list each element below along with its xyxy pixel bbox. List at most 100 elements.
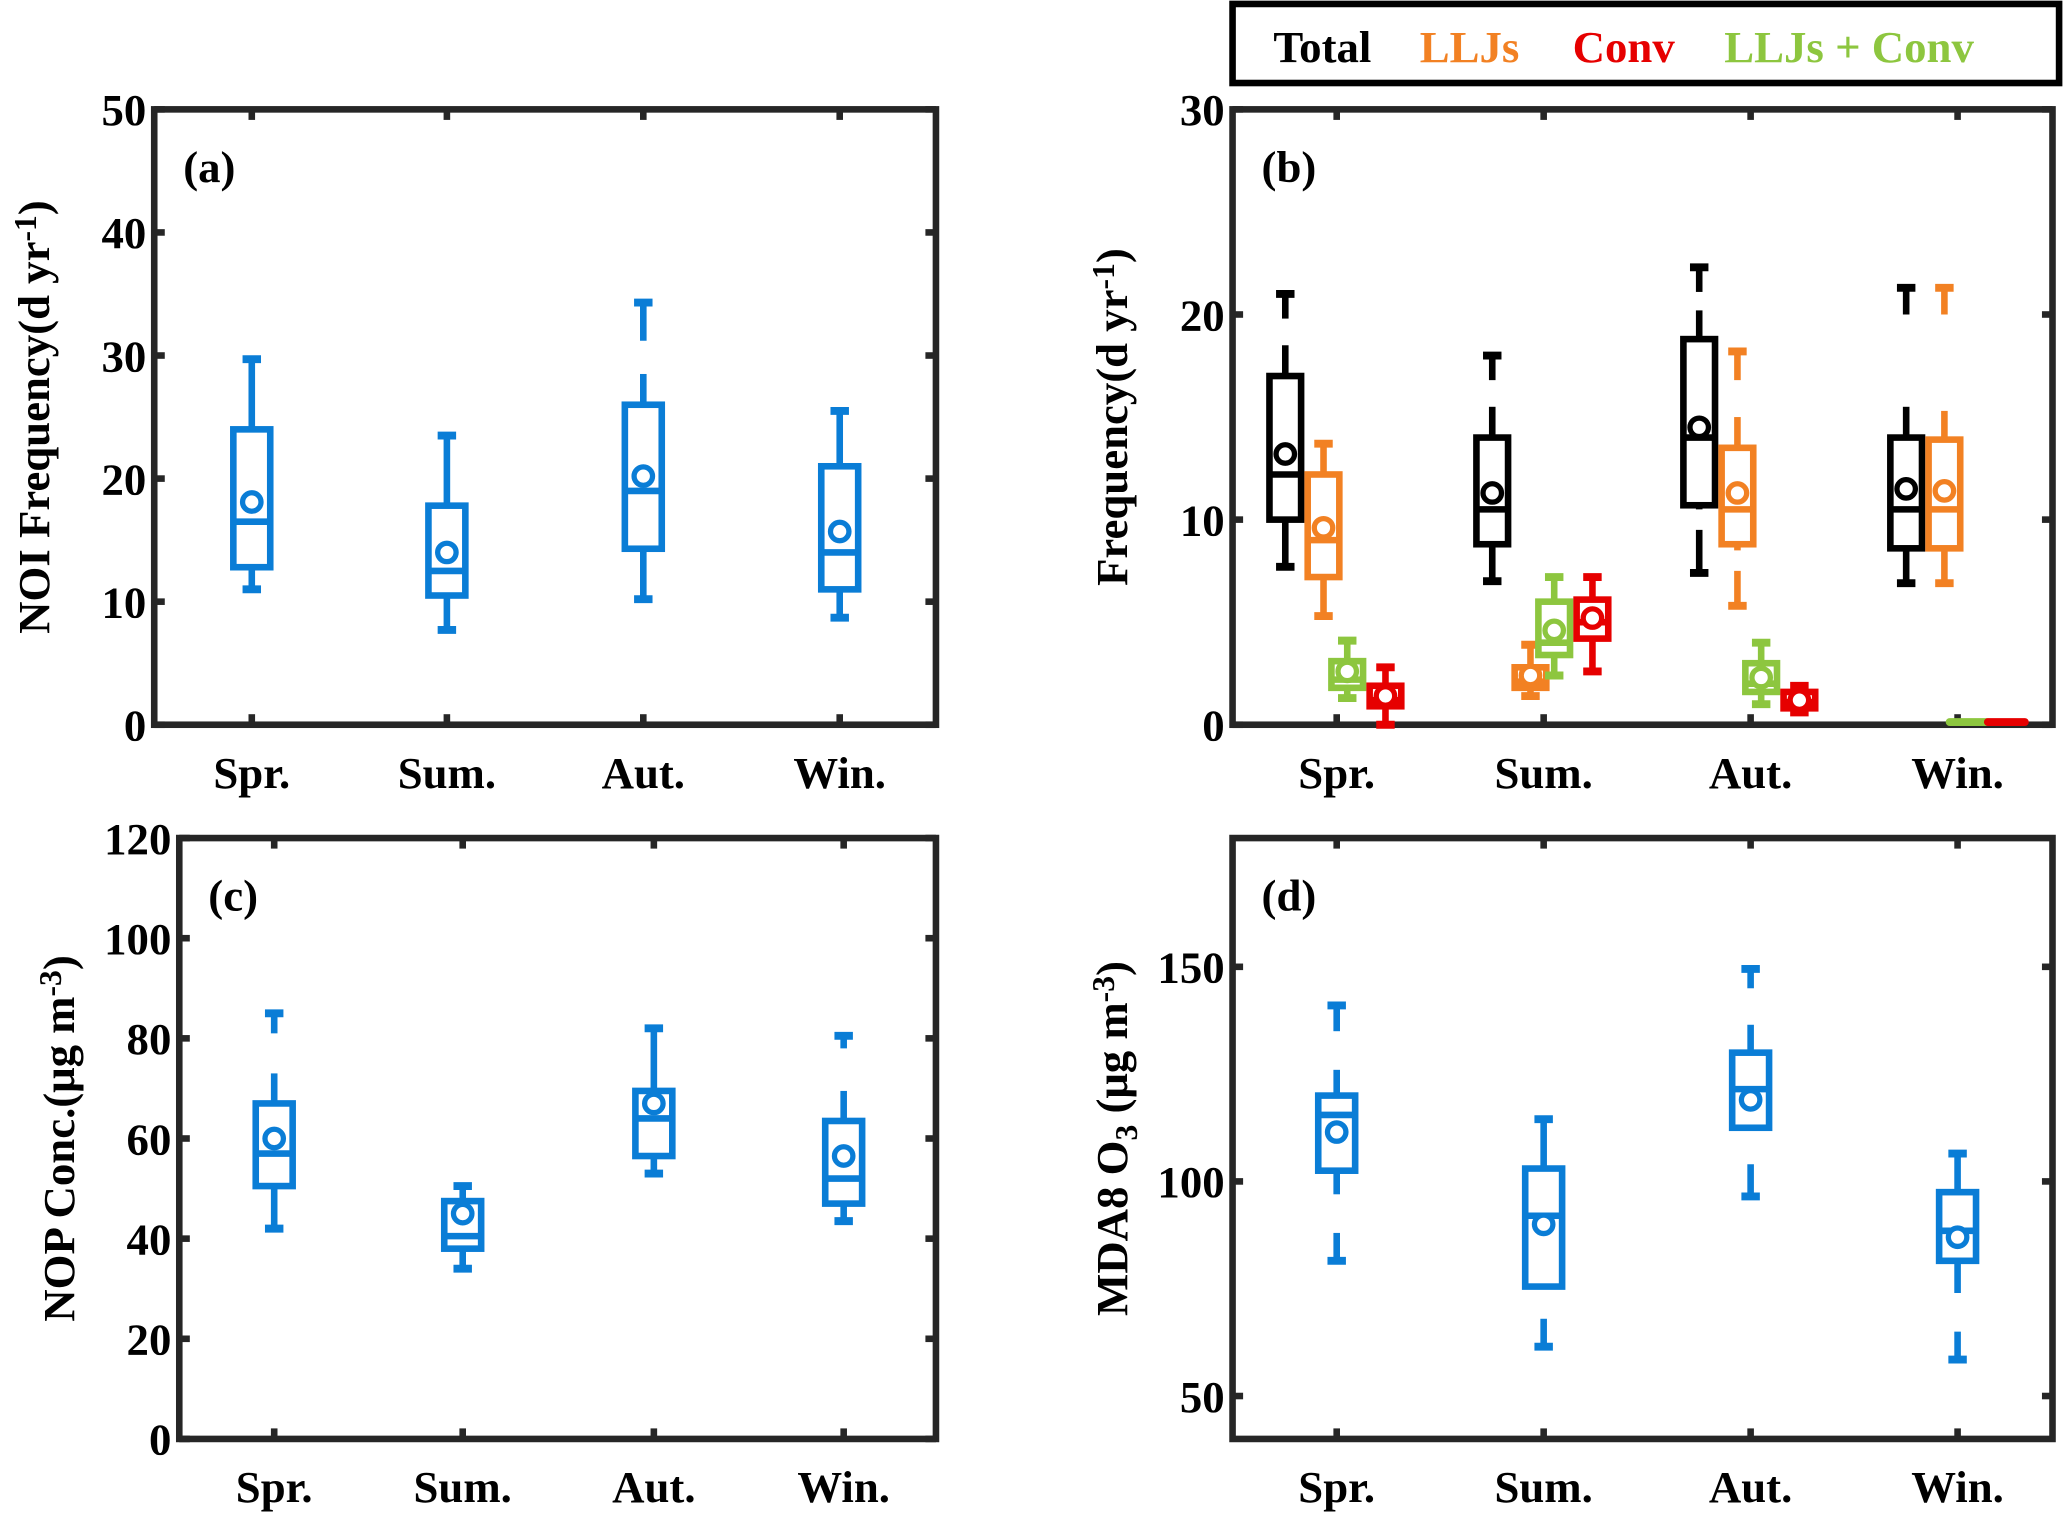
- box-noi-spr: [230, 355, 274, 594]
- mean-marker: [435, 540, 459, 565]
- y-axis-label-part: NOP Conc.(μg m: [34, 997, 84, 1322]
- x-tick-label: Spr.: [1298, 748, 1375, 798]
- box-mda8-o3-aut: [1728, 965, 1773, 1201]
- panel-c: 0 20 40 60 80 100 120 Spr. Sum. Aut. Win. (c) NOP Co…: [33, 814, 940, 1512]
- box-total-sum: [1473, 351, 1512, 586]
- mean-marker: [1749, 665, 1774, 690]
- x-tick-label: Spr.: [213, 748, 290, 798]
- mean-marker: [1787, 688, 1812, 712]
- mean-marker: [1324, 1120, 1349, 1144]
- y-tick-label: 150: [1157, 943, 1224, 993]
- y-tick-label: 40: [102, 208, 147, 258]
- box-nop-win: [821, 1031, 866, 1226]
- legend-item-conv: Conv: [1573, 22, 1676, 72]
- x-tick-label: Aut.: [1709, 1462, 1792, 1512]
- y-tick-label: 100: [104, 914, 171, 964]
- box-mda8-o3-sum: [1521, 1115, 1566, 1351]
- box-total-aut: [1680, 263, 1719, 577]
- mean-marker: [1542, 618, 1567, 643]
- y-axis-label-part: -3: [33, 970, 68, 996]
- y-tick-label: 20: [102, 454, 147, 504]
- mean-marker: [1687, 415, 1712, 440]
- mean-marker: [1480, 481, 1505, 505]
- box-total-win: [1887, 283, 1926, 588]
- y-tick-label: 10: [1180, 495, 1225, 545]
- y-axis-label-part: -1: [1086, 263, 1121, 289]
- mean-marker: [631, 464, 656, 488]
- y-tick-label: 120: [104, 814, 171, 864]
- y-axis-label-part: ): [9, 200, 59, 215]
- y-axis-label: Frequency(d yr-1): [1086, 248, 1137, 586]
- axes-frame-d: [1229, 834, 2056, 1443]
- x-tick-label: Win.: [793, 748, 886, 798]
- panel-label: (b): [1262, 142, 1317, 192]
- x-tick-label: Aut.: [602, 748, 685, 798]
- box-lljs-aut: [1718, 347, 1757, 610]
- y-axis-label: MDA8 O3 (μg m-3): [1086, 961, 1143, 1316]
- box-conv-spr: [1366, 663, 1405, 729]
- x-tick-label: Sum.: [1494, 1462, 1592, 1512]
- x-tick-label: Win.: [1911, 1462, 2004, 1512]
- panel-label: (a): [183, 142, 235, 192]
- panel-label: (c): [208, 871, 258, 921]
- legend-item-llj-conv: LLJs + Conv: [1724, 22, 1974, 72]
- box-noi-sum: [425, 431, 469, 634]
- box-conv-aut: [1780, 681, 1819, 717]
- box-nop-spr: [252, 1009, 296, 1233]
- mean-marker: [831, 1144, 856, 1168]
- box-total-spr: [1266, 290, 1305, 571]
- mean-marker: [450, 1201, 475, 1226]
- y-tick-label: 40: [127, 1214, 172, 1264]
- y-tick-label: 0: [149, 1415, 171, 1465]
- y-tick-label: 80: [127, 1014, 172, 1064]
- y-axis-label-part: Frequency(d yr: [1087, 289, 1137, 585]
- y-tick-label: 30: [102, 331, 147, 381]
- mean-marker: [1932, 479, 1957, 503]
- y-tick-label: 50: [1180, 1372, 1225, 1422]
- mean-marker: [1531, 1212, 1556, 1237]
- mean-marker: [641, 1091, 666, 1116]
- x-tick-label: Sum.: [414, 1462, 512, 1512]
- y-axis-label-part: -1: [8, 215, 43, 241]
- y-tick-label: 30: [1180, 85, 1225, 135]
- y-tick-label: 10: [102, 577, 147, 627]
- x-tick-label: Spr.: [236, 1462, 313, 1512]
- panel-a: 0 10 20 30 40 50 Spr. Sum. Aut. Win. (a) NOI Freque…: [8, 85, 940, 798]
- y-axis-label-part: (μg m: [1087, 1002, 1137, 1124]
- mean-marker: [1311, 515, 1336, 540]
- axes-frame-b: [1229, 106, 2056, 729]
- mean-marker: [239, 490, 264, 514]
- y-axis-label-part: ): [34, 955, 84, 970]
- x-tick-label: Spr.: [1298, 1462, 1375, 1512]
- mean-marker: [1738, 1088, 1763, 1112]
- mean-marker: [1580, 606, 1605, 630]
- y-tick-label: 20: [1180, 290, 1225, 340]
- box-nop-aut: [632, 1024, 676, 1178]
- y-tick-label: 20: [127, 1315, 172, 1365]
- x-tick-label: Aut.: [612, 1462, 695, 1512]
- mean-marker: [1373, 684, 1398, 708]
- panel-label: (d): [1262, 871, 1317, 921]
- iqr-box: [230, 426, 274, 571]
- box-lljs-sum: [1511, 640, 1550, 700]
- y-axis-label-part: -3: [1086, 976, 1121, 1002]
- mean-marker: [1894, 476, 1919, 501]
- y-axis-label-part: ): [1087, 248, 1137, 263]
- box-lljs-spr: [1304, 439, 1343, 620]
- mean-marker: [1945, 1225, 1970, 1250]
- x-tick-label: Aut.: [1709, 748, 1792, 798]
- y-tick-label: 60: [127, 1114, 172, 1164]
- mean-marker: [1518, 663, 1543, 688]
- legend-item-llj: LLJs: [1420, 22, 1520, 72]
- y-tick-label: 0: [124, 701, 146, 751]
- panels: 0 10 20 30 40 50 Spr. Sum. Aut. Win. (a) NOI Freque…: [8, 85, 2056, 1512]
- x-tick-label: Win.: [797, 1462, 890, 1512]
- y-axis-label: NOI Frequency(d yr-1): [8, 200, 59, 634]
- box-lljs-conv-aut: [1742, 638, 1781, 709]
- box-lljs-conv-spr: [1328, 636, 1367, 703]
- y-axis-label-part: MDA8 O: [1087, 1141, 1137, 1316]
- box-noi-win: [817, 406, 862, 622]
- iqr-box: [1266, 372, 1305, 523]
- legend-item-total: Total: [1273, 22, 1371, 72]
